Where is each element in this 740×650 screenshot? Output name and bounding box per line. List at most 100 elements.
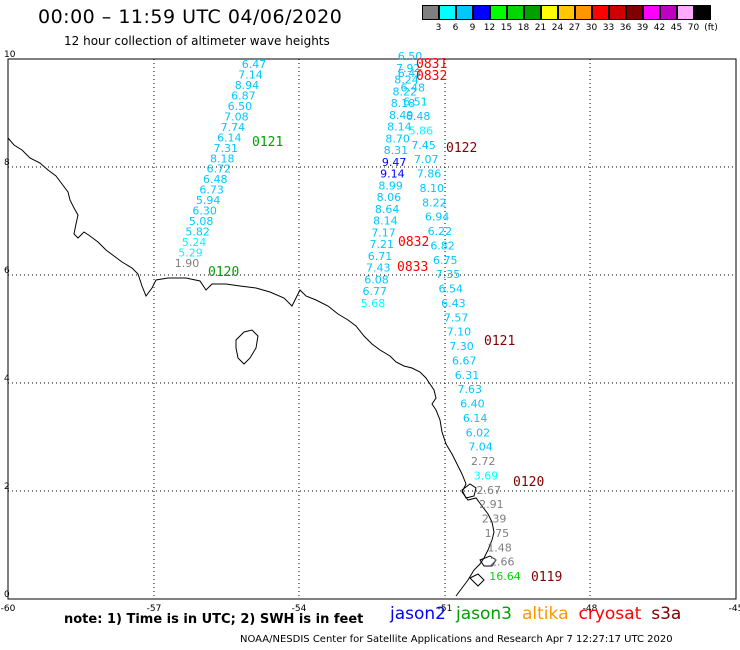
lat-tick-label: 10 (4, 50, 16, 60)
pass-label: 0832 (398, 235, 429, 250)
wave-height-value: 5.82 (185, 226, 210, 239)
wave-height-value: 7.57 (444, 311, 469, 324)
wave-height-value: 7.45 (411, 139, 436, 152)
scale-unit: (ft) (704, 23, 718, 33)
wave-height-value: 2.66 (490, 556, 515, 569)
wave-height-value: 6.43 (441, 297, 466, 310)
wave-height-value: 6.14 (463, 412, 488, 425)
wave-height-value: 8.18 (210, 152, 235, 165)
pass-label: 0120 (513, 475, 544, 490)
scale-swatch (660, 5, 677, 20)
scale-swatch (558, 5, 575, 20)
wave-height-value: 6.14 (217, 131, 242, 144)
wave-height-value: 7.17 (371, 226, 396, 239)
wave-height-value: 9.47 (382, 156, 407, 169)
wave-height-value: 1.90 (175, 257, 200, 270)
lat-tick-label: 8 (4, 158, 10, 168)
pass-label: 0122 (446, 141, 477, 156)
satellite-legend: jason2 jason3 altika cryosat s3a (390, 604, 691, 624)
lat-tick-label: 0 (4, 590, 10, 600)
credit-line: NOAA/NESDIS Center for Satellite Applica… (240, 634, 673, 645)
wave-height-value: 8.64 (375, 203, 400, 216)
scale-swatch (541, 5, 558, 20)
wave-height-value: 2.39 (482, 513, 507, 526)
scale-label: 18 (517, 23, 530, 33)
wave-height-value: 3.69 (474, 469, 499, 482)
pass-label: 0121 (252, 135, 283, 150)
scale-label: 3 (435, 23, 442, 33)
scale-label: 9 (469, 23, 476, 33)
axis-labels: 10 8 6 4 2 0 -60 -57 -54 -51 -48 -45 (1, 50, 740, 614)
wave-height-value: 5.94 (196, 194, 221, 207)
wave-height-value: 6.02 (466, 426, 491, 439)
wave-height-value: 8.22 (422, 196, 447, 209)
wave-height-value: 7.21 (370, 238, 395, 251)
wave-height-value: 16.64 (489, 570, 521, 583)
wave-height-value: 6.73 (199, 184, 224, 197)
wave-height-value: 6.30 (192, 205, 217, 218)
wave-height-value: 1.48 (487, 541, 512, 554)
wave-height-value: 8.14 (387, 121, 412, 134)
wave-height-value: 6.40 (460, 398, 485, 411)
wave-height-value: 2.67 (476, 484, 501, 497)
scale-label: 33 (602, 23, 615, 33)
map-title: 00:00 – 11:59 UTC 04/06/2020 (38, 6, 343, 28)
wave-height-value: 6.51 (403, 96, 428, 109)
wave-height-value: 6.08 (364, 273, 389, 286)
scale-swatch (524, 5, 541, 20)
scale-label: 39 (636, 23, 649, 33)
wave-height-value: 6.75 (433, 254, 458, 267)
wave-height-value: 8.49 (389, 109, 414, 122)
scale-label: 6 (452, 23, 459, 33)
scale-label: 15 (500, 23, 513, 33)
pass-label: 0832 (416, 69, 447, 84)
wave-height-value: 8.31 (384, 144, 409, 157)
wave-height-value: 6.48 (406, 110, 431, 123)
wave-height-value: 6.71 (368, 250, 393, 263)
wave-height-value: 5.24 (182, 236, 207, 249)
scale-swatch (677, 5, 694, 20)
wave-height-value: 6.77 (363, 285, 388, 298)
lat-tick-label: 2 (4, 482, 10, 492)
wave-height-value: 6.50 (228, 100, 253, 113)
scale-label: 42 (653, 23, 666, 33)
wave-height-value: 6.48 (400, 81, 425, 94)
wave-height-value: 8.94 (235, 79, 260, 92)
lat-tick-label: 4 (4, 374, 10, 384)
scale-label: 70 (687, 23, 700, 33)
scale-swatch (473, 5, 490, 20)
scale-swatch (456, 5, 473, 20)
scale-label: 30 (585, 23, 598, 33)
lon-tick-label: -51 (438, 604, 453, 614)
wave-height-value: 5.29 (178, 247, 203, 260)
wave-height-value: 8.14 (373, 215, 398, 228)
islet (469, 573, 485, 587)
map-frame (7, 58, 737, 600)
wave-height-value: 6.54 (438, 283, 463, 296)
island (235, 329, 259, 365)
lon-tick-label: -48 (583, 604, 598, 614)
wave-height-value: 9.14 (380, 168, 405, 181)
pass-label: 0831 (416, 57, 447, 72)
wave-height-value: 1.75 (485, 527, 510, 540)
lon-tick-label: -60 (1, 604, 16, 614)
wave-height-value: 7.14 (238, 68, 263, 81)
pass-label: 0833 (397, 260, 428, 275)
footnote: note: 1) Time is in UTC; 2) SWH is in fe… (64, 612, 364, 627)
scale-label: 24 (551, 23, 564, 33)
scale-label: 36 (619, 23, 632, 33)
legend-cryosat: cryosat (578, 604, 642, 624)
wave-height-value: 8.70 (385, 132, 410, 145)
scale-swatch (592, 5, 609, 20)
wave-height-value: 7.04 (468, 441, 493, 454)
pass-label: 0121 (484, 334, 515, 349)
wave-height-value: 5.68 (361, 297, 386, 310)
scale-label: 27 (568, 23, 581, 33)
wave-height-value: 7.31 (214, 142, 239, 155)
pass-label: 0120 (208, 265, 239, 280)
wave-height-value: 7.63 (457, 383, 482, 396)
wave-height-value: 6.50 (398, 50, 423, 63)
map-subtitle: 12 hour collection of altimeter wave hei… (64, 34, 330, 48)
scale-swatch (490, 5, 507, 20)
